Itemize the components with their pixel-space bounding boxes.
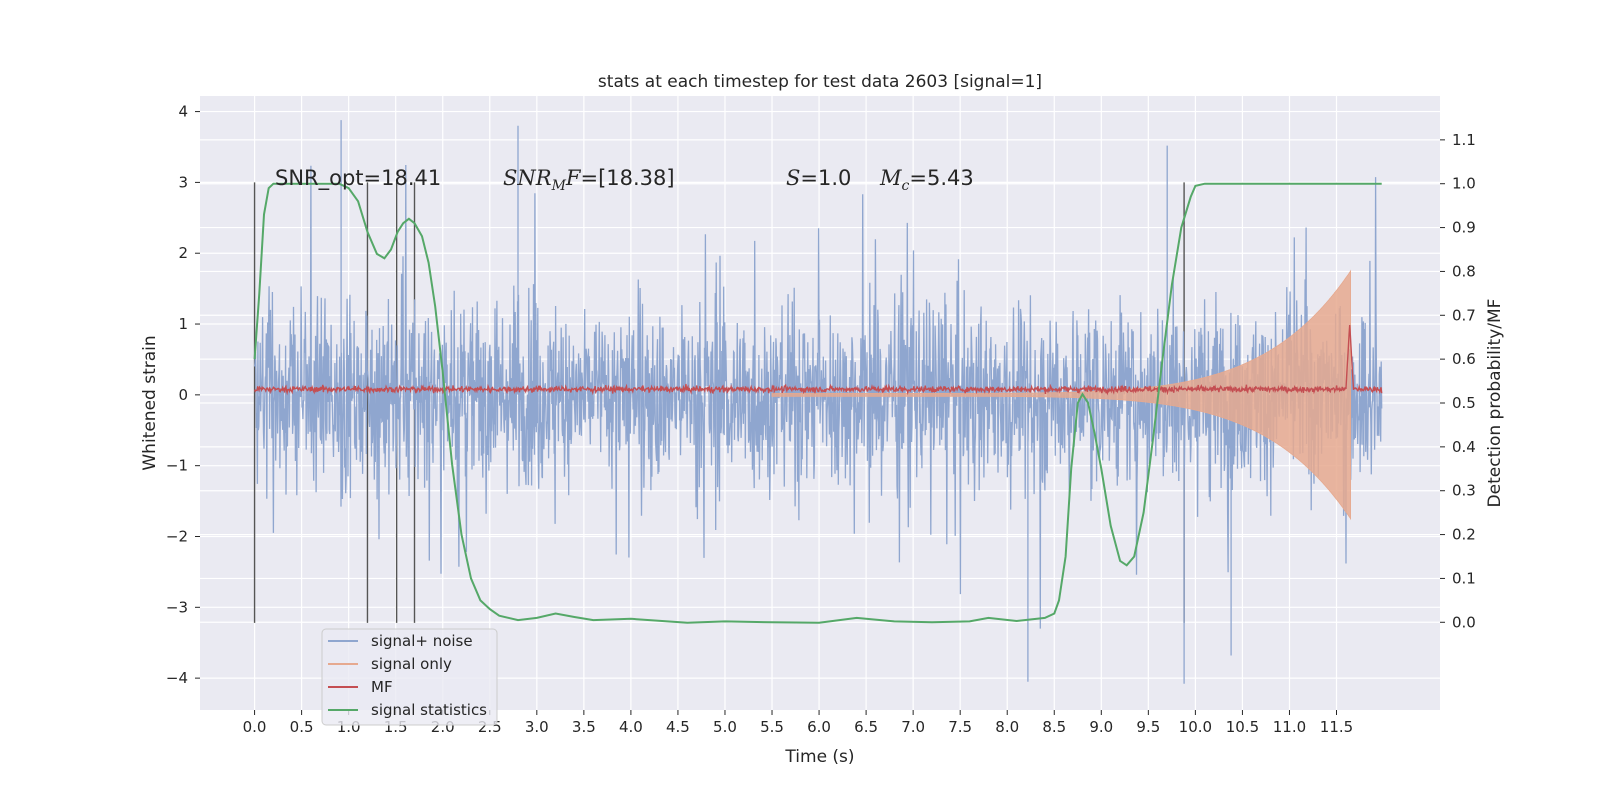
annotation-snr-mf: SNRMF=[18.38]	[503, 166, 675, 194]
snr-mf-symbol: SNR	[503, 166, 552, 190]
x-tick-label: 11.0	[1273, 718, 1306, 736]
y-right-tick-label: 0.1	[1452, 569, 1476, 587]
x-tick-label: 0.5	[290, 718, 314, 736]
y-tick-label: 2	[178, 244, 188, 262]
legend-label-mf: MF	[371, 678, 393, 696]
x-tick-label: 6.0	[807, 718, 831, 736]
x-tick-label: 3.5	[572, 718, 596, 736]
mc-subscript: c	[902, 178, 910, 194]
mc-value: =5.43	[909, 166, 973, 190]
legend-label-signal-statistics: signal statistics	[371, 701, 487, 719]
snr-mf-value: =[18.38]	[581, 166, 675, 190]
y-right-tick-label: 0.7	[1452, 306, 1476, 324]
legend: signal+ noise signal only MF signal stat…	[321, 628, 498, 726]
x-tick-label: 9.5	[1136, 718, 1160, 736]
x-tick-label: 9.0	[1089, 718, 1113, 736]
series-mf	[253, 324, 1383, 396]
signal-statistics-line	[253, 182, 1382, 624]
y-axis-ticks-right: 1.1 1.0 0.9 0.8 0.7 0.6 0.5 0.4 0.3 0.2 0.1 0.0	[1440, 131, 1476, 631]
mf-line	[253, 324, 1383, 396]
x-tick-label: 3.0	[525, 718, 549, 736]
x-tick-label: 11.5	[1320, 718, 1353, 736]
snr-mf-subscript: M	[551, 178, 567, 194]
y-tick-label: 4	[178, 103, 188, 121]
y-tick-label: 3	[178, 173, 188, 191]
y-tick-label: −2	[166, 527, 188, 545]
signal-only-line	[771, 269, 1351, 521]
signal-noise-line	[253, 120, 1383, 684]
y-axis-label: Whitened strain	[140, 335, 160, 470]
s-symbol: S	[786, 166, 800, 190]
snr-mf-suffix: F	[565, 166, 582, 190]
x-tick-label: 4.0	[619, 718, 643, 736]
y-right-tick-label: 1.0	[1452, 175, 1476, 193]
x-tick-label: 10.5	[1226, 718, 1259, 736]
x-tick-label: 4.5	[666, 718, 690, 736]
y-tick-label: 0	[178, 386, 188, 404]
y-tick-label: −3	[166, 598, 188, 616]
x-tick-label: 7.0	[901, 718, 925, 736]
y-right-tick-label: 0.6	[1452, 350, 1476, 368]
y-tick-label: −1	[166, 457, 188, 475]
y-right-tick-label: 0.9	[1452, 219, 1476, 237]
s-value: =1.0	[800, 166, 851, 190]
annotation-s: S=1.0	[786, 166, 851, 190]
legend-label-signal-noise: signal+ noise	[371, 632, 473, 650]
y-right-tick-label: 1.1	[1452, 131, 1476, 149]
annotation-mc: Mc=5.43	[879, 166, 974, 194]
x-tick-label: 8.5	[1042, 718, 1066, 736]
x-tick-label: 7.5	[948, 718, 972, 736]
x-tick-label: 5.0	[713, 718, 737, 736]
y-right-tick-label: 0.3	[1452, 482, 1476, 500]
x-tick-label: 6.5	[854, 718, 878, 736]
x-tick-label: 5.5	[760, 718, 784, 736]
y-right-tick-label: 0.5	[1452, 394, 1476, 412]
series-signal-only	[771, 269, 1351, 521]
y-right-tick-label: 0.4	[1452, 438, 1476, 456]
y-axis-label-right: Detection probability/MF	[1485, 299, 1505, 508]
series-signal-statistics	[253, 182, 1382, 624]
y-right-tick-label: 0.0	[1452, 613, 1476, 631]
y-tick-label: 1	[178, 315, 188, 333]
y-right-tick-label: 0.2	[1452, 526, 1476, 544]
x-tick-label: 10.0	[1179, 718, 1212, 736]
series-signal-noise	[253, 120, 1383, 684]
y-tick-label: −4	[166, 669, 188, 687]
x-tick-label: 0.0	[243, 718, 267, 736]
mc-symbol: M	[879, 166, 902, 190]
legend-label-signal-only: signal only	[371, 655, 452, 673]
annotation-snr-opt: SNR_opt=18.41	[275, 166, 441, 191]
x-axis-label: Time (s)	[784, 747, 854, 767]
x-tick-label: 8.0	[995, 718, 1019, 736]
legend-box	[321, 628, 498, 726]
y-axis-ticks-left: 4 3 2 1 0 −1 −2 −3 −4	[166, 103, 200, 687]
chart-title: stats at each timestep for test data 260…	[598, 72, 1042, 92]
y-right-tick-label: 0.8	[1452, 262, 1476, 280]
